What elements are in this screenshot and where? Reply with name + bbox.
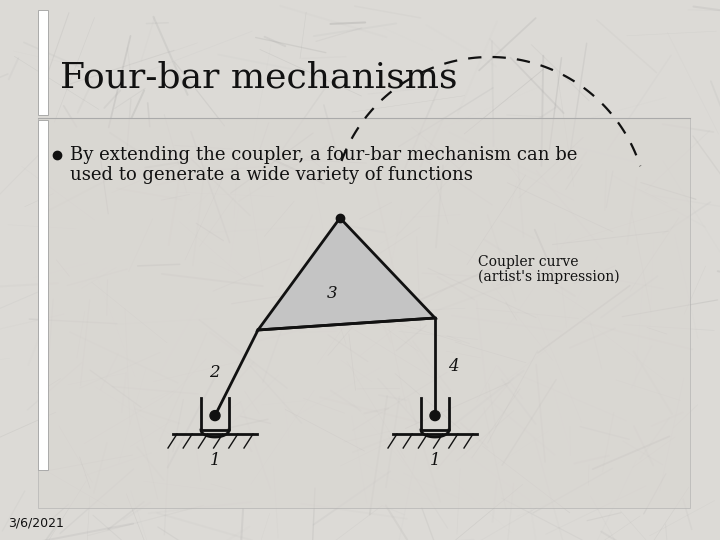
Text: used to generate a wide variety of functions: used to generate a wide variety of funct… — [70, 166, 473, 184]
Text: 1: 1 — [430, 452, 441, 469]
Text: Coupler curve: Coupler curve — [478, 255, 578, 269]
Text: 4: 4 — [448, 359, 459, 375]
Text: 3/6/2021: 3/6/2021 — [8, 517, 64, 530]
Text: Four-bar mechanisms: Four-bar mechanisms — [60, 61, 457, 95]
Text: 1: 1 — [210, 452, 220, 469]
Polygon shape — [258, 218, 435, 330]
Text: (artist's impression): (artist's impression) — [478, 270, 620, 285]
Text: 2: 2 — [210, 364, 220, 381]
Text: 3: 3 — [327, 285, 338, 302]
Bar — [38, 120, 48, 470]
Circle shape — [430, 410, 440, 421]
Text: By extending the coupler, a four-bar mechanism can be: By extending the coupler, a four-bar mec… — [70, 146, 577, 164]
Circle shape — [210, 410, 220, 421]
Bar — [38, 10, 48, 115]
Bar — [38, 118, 690, 508]
